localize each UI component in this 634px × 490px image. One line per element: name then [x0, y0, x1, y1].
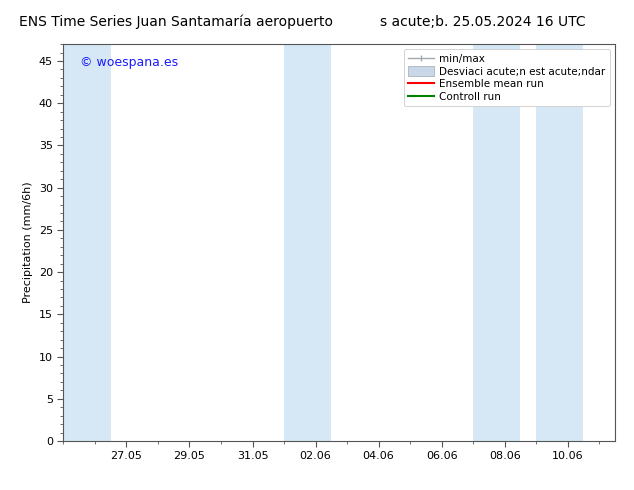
Text: ENS Time Series Juan Santamaría aeropuerto: ENS Time Series Juan Santamaría aeropuer…: [19, 15, 333, 29]
Y-axis label: Precipitation (mm/6h): Precipitation (mm/6h): [23, 182, 34, 303]
Bar: [63, 44, 111, 441]
Bar: [473, 44, 521, 441]
Bar: [536, 44, 583, 441]
Text: s acute;b. 25.05.2024 16 UTC: s acute;b. 25.05.2024 16 UTC: [380, 15, 586, 29]
Text: © woespana.es: © woespana.es: [80, 56, 178, 69]
Bar: [284, 44, 332, 441]
Legend: min/max, Desviaci acute;n est acute;ndar, Ensemble mean run, Controll run: min/max, Desviaci acute;n est acute;ndar…: [404, 49, 610, 106]
